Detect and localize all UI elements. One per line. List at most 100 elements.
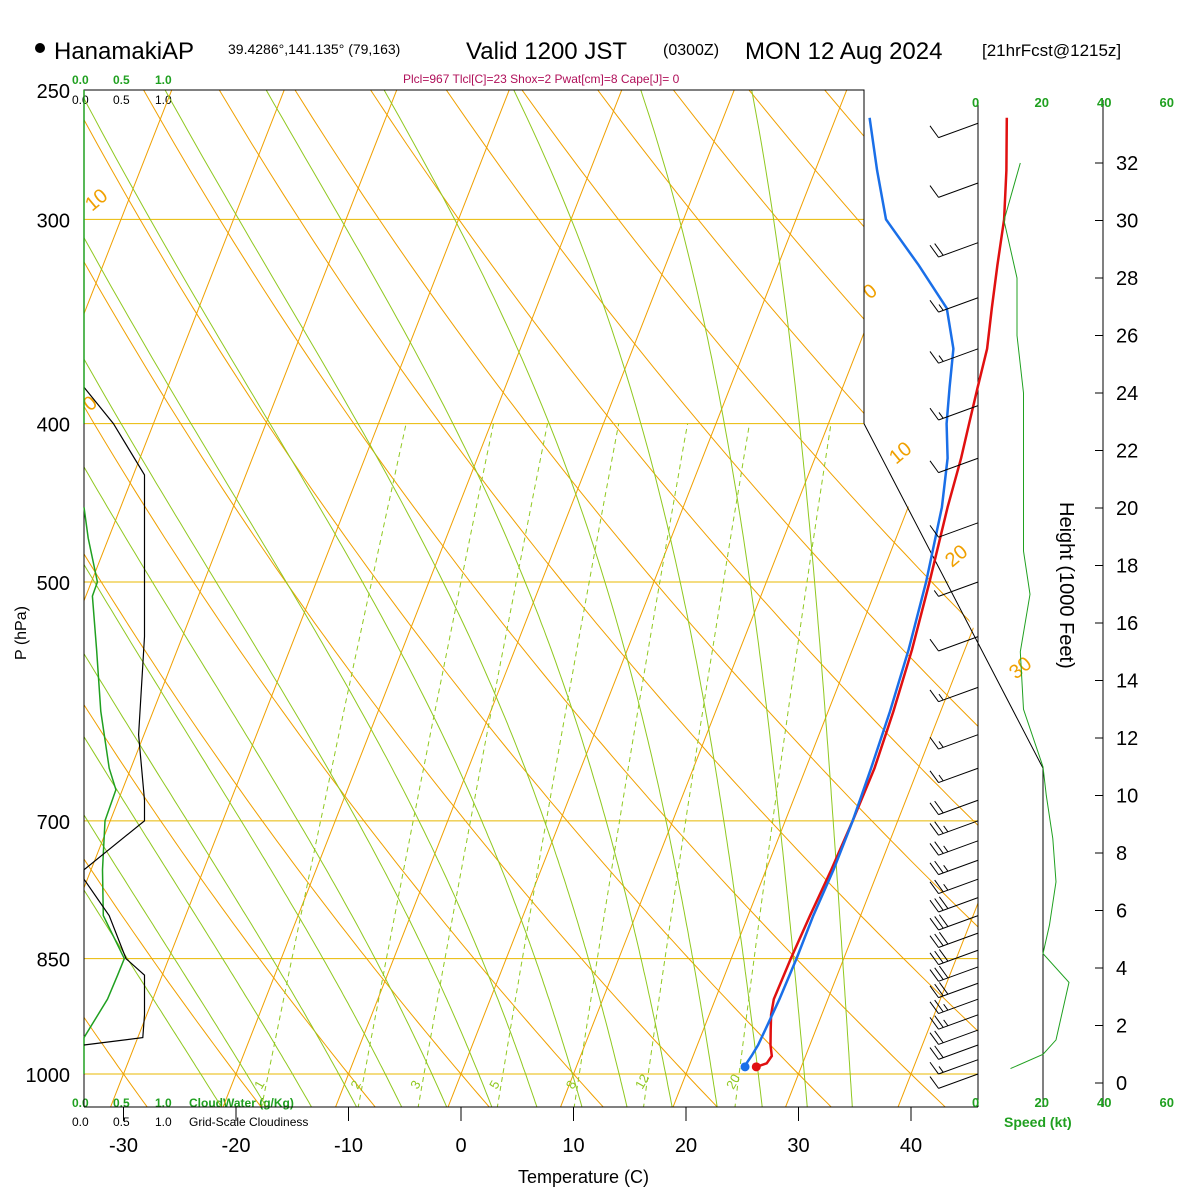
barb-flag	[929, 843, 939, 856]
barb-staff	[938, 297, 979, 313]
barb-flag	[934, 1030, 944, 1044]
wind-barb	[929, 1059, 979, 1075]
dry-adiabat-line	[84, 90, 149, 1107]
aux-profile-layer	[83, 90, 146, 1074]
dry-adiabat-line	[0, 61, 34, 1109]
station-name: HanamakiAP	[54, 38, 194, 65]
barb-flag	[929, 823, 939, 836]
moist-adiabat-line	[84, 90, 583, 1107]
barb-staff	[938, 457, 979, 474]
theta-label: 20	[941, 541, 972, 572]
height-tick-label: 0	[1116, 1073, 1127, 1095]
pressure-tick-label: 250	[37, 81, 70, 103]
barb-half-flag	[938, 693, 944, 701]
isotherm-line	[334, 90, 747, 1107]
barb-staff	[938, 932, 979, 948]
temperature-tick-label: 0	[455, 1135, 466, 1157]
barb-flag	[934, 967, 944, 980]
wind-barb	[929, 949, 979, 966]
theta-label: 10	[885, 438, 916, 469]
barb-flag	[934, 916, 944, 929]
sounding-params: Plcl=967 Tlcl[C]=23 Shox=2 Pwat[cm]=8 Ca…	[403, 72, 680, 86]
wind-barb	[929, 297, 979, 313]
cloudiness-label: Grid-Scale Cloudiness	[189, 1115, 308, 1129]
mixing-ratio-line	[642, 423, 750, 1107]
height-tick-label: 14	[1116, 671, 1138, 693]
mixing-ratio-label: 12	[632, 1072, 652, 1092]
barb-flag	[934, 1015, 944, 1028]
barb-staff	[938, 799, 979, 816]
barb-staff	[938, 581, 979, 597]
barb-half-flag	[938, 412, 944, 419]
barb-staff	[938, 686, 979, 703]
barb-flag	[934, 800, 944, 814]
forecast-info: [21hrFcst@1215z]	[982, 41, 1121, 60]
temperature-tick-label: 30	[787, 1135, 809, 1157]
surface-dewpoint-marker	[740, 1062, 750, 1072]
barb-flag	[929, 985, 939, 998]
isotherm-line	[221, 90, 634, 1107]
temperature-tick-label: -30	[109, 1135, 138, 1157]
wind-barb	[929, 242, 979, 258]
barb-flag	[934, 999, 944, 1013]
wind-barb	[929, 767, 979, 784]
barb-flag	[929, 899, 939, 913]
right-edge-line	[863, 423, 1044, 1107]
barb-flag	[929, 300, 939, 313]
wind-barb	[929, 1073, 979, 1089]
theta-label: 0	[859, 280, 882, 304]
speed-bottom-tick-label: 20	[1035, 1095, 1049, 1110]
height-tick-label: 6	[1116, 901, 1127, 923]
barb-flag	[929, 638, 939, 652]
theta-label: 10	[81, 185, 112, 216]
barb-staff	[938, 949, 979, 966]
wind-speed-line	[1003, 162, 1070, 1070]
cloud-water-line	[83, 507, 126, 1074]
temperature-tick-label: 10	[562, 1135, 584, 1157]
height-tick-label: 26	[1116, 326, 1138, 348]
frame-layer	[83, 89, 1104, 1108]
barb-half-flag	[938, 1066, 944, 1073]
barb-flag	[929, 935, 939, 948]
barb-staff	[938, 1073, 979, 1089]
temperature-tick-label: -10	[334, 1135, 363, 1157]
pressure-tick-label: 700	[37, 812, 70, 834]
dry-adiabat-line	[84, 90, 606, 1107]
barb-half-flag	[943, 825, 949, 833]
moist-adiabat-line	[265, 90, 673, 1107]
cloud-top-tick-2: 1.0	[155, 93, 172, 107]
moist-adiabat-line	[84, 90, 268, 1107]
wind-barb	[929, 457, 979, 474]
pressure-tick-label: 500	[37, 573, 70, 595]
dewpoint-line	[743, 117, 955, 1068]
barb-flag	[934, 933, 944, 947]
valid-zulu: (0300Z)	[663, 42, 719, 59]
barb-half-flag	[933, 590, 939, 597]
barb-staff	[938, 1029, 979, 1045]
wind-barb	[929, 522, 979, 538]
pressure-tick-label: 850	[37, 950, 70, 972]
height-tick-label: 18	[1116, 556, 1138, 578]
mixing-ratio-line	[260, 423, 407, 1107]
mixing-ratio-label: 1	[251, 1078, 268, 1092]
mixing-ratio-line	[573, 423, 689, 1107]
wind-barb	[929, 799, 979, 816]
barb-flag	[938, 949, 949, 962]
barb-flag	[938, 965, 949, 979]
speed-bottom-tick-label: 40	[1097, 1095, 1111, 1110]
barb-flag	[938, 914, 949, 927]
dry-adiabat-line	[800, 90, 978, 1107]
barb-flag	[934, 983, 944, 997]
grid-clip-group: 1 2 3 5 8 12 20	[0, 61, 1200, 1109]
dry-adiabat-line	[1100, 61, 1200, 1109]
height-tick-label: 32	[1116, 153, 1138, 175]
barb-half-flag	[943, 1019, 949, 1027]
surface-temperature-marker	[751, 1062, 761, 1072]
barb-flag	[934, 821, 944, 834]
height-tick-label: 22	[1116, 441, 1138, 463]
wind-barb	[929, 405, 979, 421]
barb-flag	[929, 770, 939, 783]
cw-top-tick-1: 0.5	[113, 73, 130, 87]
barb-staff	[938, 915, 979, 931]
